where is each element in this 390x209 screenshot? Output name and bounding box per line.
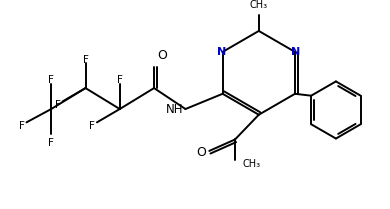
- Text: F: F: [19, 121, 25, 131]
- Text: O: O: [197, 146, 207, 159]
- Text: F: F: [48, 138, 54, 148]
- Text: CH₃: CH₃: [250, 0, 268, 10]
- Text: N: N: [291, 47, 301, 57]
- Text: N: N: [217, 47, 226, 57]
- Text: CH₃: CH₃: [243, 159, 261, 169]
- Text: O: O: [157, 49, 167, 62]
- Text: F: F: [48, 75, 54, 85]
- Text: F: F: [89, 121, 95, 131]
- Text: NH: NH: [166, 103, 184, 116]
- Text: F: F: [55, 100, 61, 110]
- Text: F: F: [83, 55, 89, 65]
- Text: F: F: [117, 75, 123, 85]
